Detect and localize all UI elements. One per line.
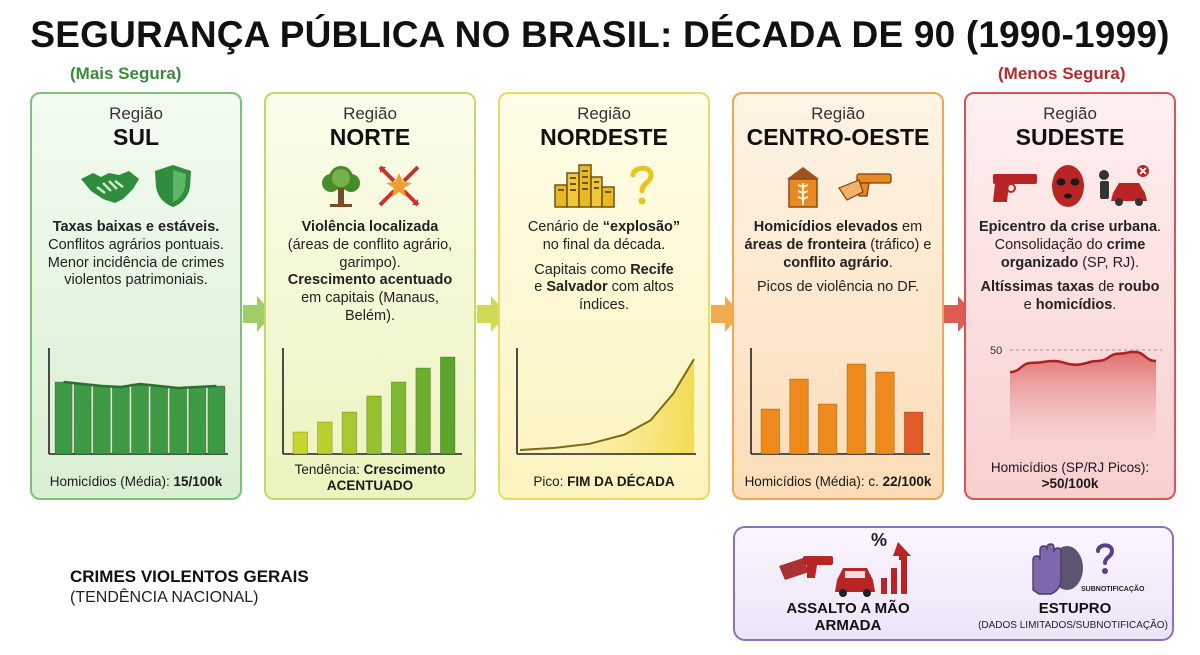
rape-note: (DADOS LIMITADOS/SUBNOTIFICAÇÃO) <box>978 620 1168 631</box>
car-robbery-icon <box>1095 163 1151 214</box>
region-word: Região <box>577 104 631 123</box>
silo-icon <box>781 163 825 214</box>
chart-bar <box>390 381 407 455</box>
region-footer: Homicídios (Média): c. 22/100k <box>744 474 932 489</box>
chart-bar <box>903 411 924 455</box>
mask-icon <box>1049 163 1087 214</box>
region-card-nordeste: Região NORDESTE Cenário de “explosão” no … <box>498 92 710 500</box>
arrow-icon <box>711 296 741 332</box>
homicide-chart-sudeste: 50 <box>990 345 1162 442</box>
rape-label: ESTUPRO <box>1038 600 1112 617</box>
chart-bar <box>73 383 92 455</box>
question-icon <box>629 163 655 214</box>
region-card-norte: Região NORTE Violência localizada (áreas… <box>264 92 476 500</box>
area-fill <box>1010 351 1156 442</box>
crime-types-box: % ASSALTO A MÃO ARMADA SUBNOTIFICAÇÃO ES… <box>733 526 1174 641</box>
chart-bar <box>54 381 73 455</box>
armed-robbery-label: ASSALTO A MÃO ARMADA <box>786 600 910 635</box>
trend-line <box>63 380 217 390</box>
region-word: Região <box>343 104 397 123</box>
region-word: Região <box>1043 104 1097 123</box>
chart-bar <box>111 386 130 455</box>
chart-bar <box>92 385 111 455</box>
page-title: SEGURANÇA PÚBLICA NO BRASIL: DÉCADA DE 9… <box>30 14 1170 55</box>
chart-bar <box>415 367 431 455</box>
region-description: Epicentro da crise urbana. Consolidação d… <box>978 219 1162 313</box>
chart-bar <box>440 356 456 455</box>
chart-bar <box>317 421 333 455</box>
trend-line <box>519 358 695 451</box>
region-name: NORDESTE <box>540 124 668 150</box>
region-name: SUL <box>113 124 159 150</box>
underreporting-tag: SUBNOTIFICAÇÃO <box>1081 586 1145 593</box>
y-tick-label: 50 <box>990 345 1002 357</box>
arrow-icon <box>243 296 273 332</box>
general-crimes-subtitle: (TENDÊNCIA NACIONAL) <box>70 589 259 606</box>
region-name: NORTE <box>329 124 411 150</box>
city-icon <box>553 163 617 214</box>
chart-bar <box>875 371 895 455</box>
region-footer: Tendência: Crescimento ACENTUADO <box>294 462 446 494</box>
gun-icon <box>837 166 895 211</box>
region-word: Região <box>811 104 865 123</box>
homicide-chart-sul <box>48 348 228 455</box>
region-name: CENTRO-OESTE <box>746 124 930 150</box>
chart-bar <box>131 383 149 455</box>
chart-bar <box>150 385 169 455</box>
region-description: Cenário de “explosão” no final da década.… <box>527 219 681 313</box>
region-description: Violência localizada (áreas de conflito … <box>287 219 453 324</box>
trend-line <box>1009 350 1157 374</box>
chart-bar <box>341 411 358 455</box>
region-description: Homicídios elevados em áreas de fronteir… <box>744 219 932 296</box>
region-footer: Homicídios (Média): 15/100k <box>49 474 223 489</box>
region-footer: Pico: FIM DA DÉCADA <box>533 474 675 489</box>
handshake-icon <box>79 165 141 212</box>
percent-icon: % <box>871 530 888 550</box>
arrow-icon <box>944 296 974 332</box>
chart-bar <box>169 387 188 455</box>
pistol-icon <box>989 166 1041 211</box>
region-description: Taxas baixas e estáveis. Conflitos agrár… <box>47 219 225 289</box>
chart-bar <box>366 395 382 455</box>
safest-tag: (Mais Segura) <box>70 64 182 83</box>
question-icon <box>1096 543 1115 574</box>
chart-bar <box>846 363 867 455</box>
region-card-sudeste: Região SUDESTE Epicentr <box>964 92 1176 500</box>
chart-bar <box>207 385 226 455</box>
homicide-chart-nordeste <box>516 348 696 455</box>
chart-bar <box>817 403 838 455</box>
stop-hand-icon <box>1032 543 1083 595</box>
chart-bar <box>188 386 207 455</box>
chart-bar <box>789 378 809 455</box>
shield-icon <box>153 163 193 214</box>
general-crimes-title: CRIMES VIOLENTOS GERAIS <box>70 567 309 586</box>
chart-bar <box>760 408 781 455</box>
region-footer: Homicídios (SP/RJ Picos): >50/100k <box>990 460 1150 492</box>
region-word: Região <box>109 104 163 123</box>
homicide-chart-norte <box>282 348 462 455</box>
least-safe-tag: (Menos Segura) <box>998 64 1126 83</box>
homicide-chart-centro-oeste <box>750 348 930 455</box>
region-card-sul: Região SUL Taxas baixas e estáveis. Conf… <box>30 92 242 500</box>
region-name: SUDESTE <box>1015 124 1125 150</box>
conflict-icon <box>376 163 422 214</box>
armed-robbery-icon <box>779 542 911 597</box>
arrow-icon <box>477 296 507 332</box>
region-card-centro-oeste: Região CENTRO-OESTE Homicídios elevados … <box>732 92 944 500</box>
general-crimes-section: CRIMES VIOLENTOS GERAIS (TENDÊNCIA NACIO… <box>70 567 370 607</box>
chart-bar <box>292 431 308 455</box>
tree-icon <box>318 163 364 214</box>
area-fill <box>520 359 694 454</box>
